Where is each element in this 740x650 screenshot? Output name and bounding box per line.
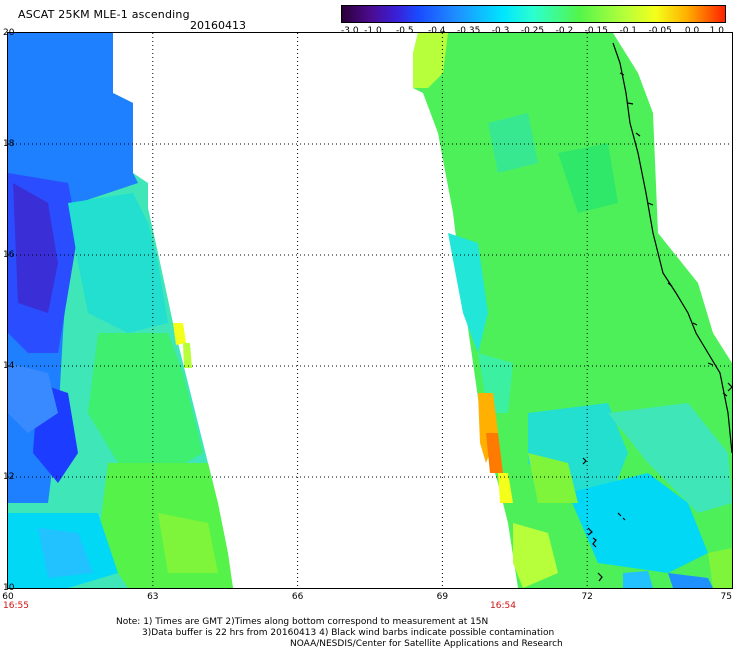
lat-label: 14 xyxy=(3,361,15,371)
lat-label: 18 xyxy=(3,139,15,149)
swath-west xyxy=(8,33,233,588)
pass-time-label: 16:54 xyxy=(490,601,516,611)
chart-title: ASCAT 25KM MLE-1 ascending xyxy=(18,8,190,21)
colorbar-tick-label: -1.0 xyxy=(364,26,382,36)
colorbar-tick-label: 1.0 xyxy=(709,26,724,36)
swath-east xyxy=(413,33,732,588)
colorbar-tick-label: 0.0 xyxy=(684,26,700,36)
note-line-2: 3)Data buffer is 22 hrs from 20160413 4)… xyxy=(142,628,555,638)
lat-label: 20 xyxy=(3,28,15,38)
pass-time-label: 16:55 xyxy=(3,601,29,611)
colorbar-tick-label: -0.25 xyxy=(520,26,545,36)
colorbar-tick-label: -3.0 xyxy=(341,26,359,36)
lon-label: 72 xyxy=(581,592,593,602)
map-plot xyxy=(7,32,733,589)
colorbar-tick-label: -0.05 xyxy=(648,26,672,36)
lon-label: 60 xyxy=(2,592,14,602)
lat-label: 12 xyxy=(3,472,15,482)
lon-label: 69 xyxy=(436,592,449,602)
chart-date: 20160413 xyxy=(190,19,246,32)
colorbar-tick-label: -0.1 xyxy=(619,26,638,36)
lat-label: 16 xyxy=(3,250,15,260)
graticule xyxy=(8,33,732,588)
colorbar-tick-label: -0.35 xyxy=(457,26,481,36)
colorbar-tick-label: -0.4 xyxy=(427,26,446,36)
swath-map xyxy=(8,33,732,588)
lon-label: 75 xyxy=(720,592,732,602)
note-line-1: Note: 1) Times are GMT 2)Times along bot… xyxy=(116,617,489,627)
note-line-3: NOAA/NESDIS/Center for Satellite Applica… xyxy=(290,639,563,649)
colorbar-tick-label: -0.15 xyxy=(584,26,608,36)
lat-label: 10 xyxy=(3,583,15,593)
lon-label: 66 xyxy=(291,592,304,602)
lon-label: 63 xyxy=(147,592,159,602)
colorbar-tick-label: -0.2 xyxy=(555,26,574,36)
colorbar-tick-label: -0.3 xyxy=(491,26,510,36)
colorbar-tick-label: -0.5 xyxy=(396,26,414,36)
colorbar xyxy=(341,5,726,23)
